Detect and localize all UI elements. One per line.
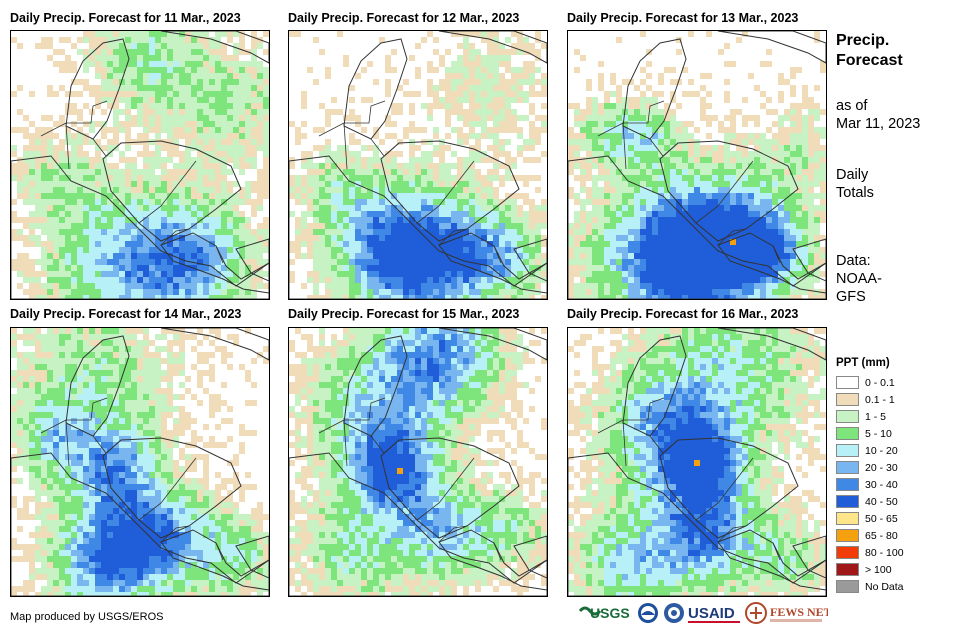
side-title-line1: Precip. [836,32,890,49]
side-title: Precip. Forecast [836,31,903,71]
heavy-rain-cell [694,460,700,466]
legend-item: 1 - 5 [836,409,886,424]
legend-label: 0.1 - 1 [865,393,895,406]
legend-item: 50 - 65 [836,511,898,526]
panel-title-1: Daily Precip. Forecast for 11 Mar., 2023 [10,11,241,25]
legend-item: 10 - 20 [836,443,898,458]
legend-item: 0.1 - 1 [836,392,895,407]
panel-title-6: Daily Precip. Forecast for 16 Mar., 2023 [567,307,799,321]
forecast-map-1 [10,30,270,300]
legend-label: 10 - 20 [865,444,898,457]
usgs-logo: USGS [578,605,630,621]
legend-item: 40 - 50 [836,494,898,509]
as-of-block: as of Mar 11, 2023 [836,97,920,133]
legend-label: 40 - 50 [865,495,898,508]
heavy-rain-cell [397,468,403,474]
usda-seal-logo [664,603,684,623]
legend-swatch [836,546,859,559]
precip-grid [11,31,269,299]
legend-label: No Data [865,580,904,593]
legend-label: 65 - 80 [865,529,898,542]
legend-swatch [836,495,859,508]
as-of-label: as of [836,98,868,114]
legend-label: > 100 [865,563,892,576]
legend-swatch [836,580,859,593]
precip-grid [568,31,826,299]
coastlines [568,31,826,299]
legend-item: 5 - 10 [836,426,892,441]
panel-title-3: Daily Precip. Forecast for 13 Mar., 2023 [567,11,799,25]
agency-logos: USGS USAID FEWS NET [578,602,828,624]
forecast-map-5 [288,327,548,597]
legend-swatch [836,461,859,474]
precip-grid [11,328,269,596]
legend-swatch [836,529,859,542]
coastlines [289,31,547,299]
precip-grid [568,328,826,596]
forecast-map-6 [567,327,827,597]
legend-swatch [836,444,859,457]
legend-label: 5 - 10 [865,427,892,440]
forecast-map-3 [567,30,827,300]
legend-label: 50 - 65 [865,512,898,525]
data-source-line1: Data: [836,253,871,269]
legend-swatch [836,427,859,440]
usaid-logo: USAID [688,605,740,623]
legend-item: 20 - 30 [836,460,898,475]
forecast-map-4 [10,327,270,597]
heavy-rain-cell [730,239,736,245]
legend-swatch [836,512,859,525]
coastlines [11,31,269,299]
legend-label: 0 - 0.1 [865,376,895,389]
legend-label: 30 - 40 [865,478,898,491]
map-credit: Map produced by USGS/EROS [10,611,164,623]
legend-item: > 100 [836,562,892,577]
fews-net-logo: FEWS NET [745,602,828,624]
legend-item: 65 - 80 [836,528,898,543]
legend-item: 80 - 100 [836,545,904,560]
forecast-map-2 [288,30,548,300]
data-source-line2: NOAA- [836,271,882,287]
totals-line1: Daily [836,167,869,183]
legend-label: 1 - 5 [865,410,887,423]
legend-swatch [836,478,859,491]
totals-block: Daily Totals [836,166,874,202]
legend-label: 20 - 30 [865,461,898,474]
side-title-line2: Forecast [836,52,903,69]
legend-swatch [836,410,859,423]
precip-grid [289,31,547,299]
panel-title-2: Daily Precip. Forecast for 12 Mar., 2023 [288,11,520,25]
coastlines [11,328,269,596]
data-source-line3: GFS [836,289,866,305]
as-of-date: Mar 11, 2023 [836,116,921,132]
precip-grid [289,328,547,596]
noaa-logo [638,603,658,623]
panel-title-4: Daily Precip. Forecast for 14 Mar., 2023 [10,307,242,321]
legend-item: 0 - 0.1 [836,375,895,390]
legend-label: 80 - 100 [865,546,904,559]
legend-item: No Data [836,579,904,594]
data-source-block: Data: NOAA- GFS [836,252,882,306]
legend-swatch [836,376,859,389]
legend-item: 30 - 40 [836,477,898,492]
panel-title-5: Daily Precip. Forecast for 15 Mar., 2023 [288,307,520,321]
legend-swatch [836,393,859,406]
coastlines [568,328,826,596]
totals-line2: Totals [836,185,874,201]
legend-swatch [836,563,859,576]
coastlines [289,328,547,596]
legend-title: PPT (mm) [836,357,890,369]
